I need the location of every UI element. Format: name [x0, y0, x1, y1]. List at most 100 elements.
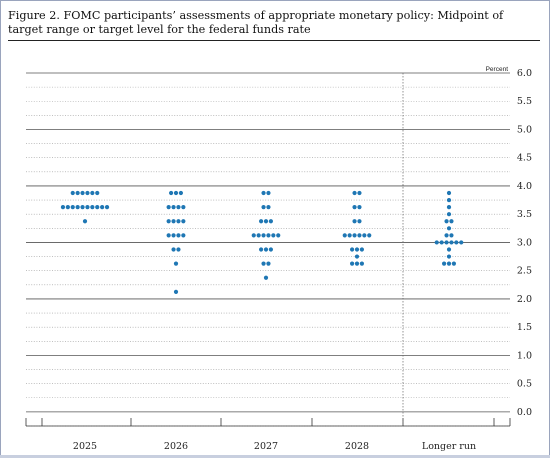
data-dot: [95, 205, 100, 210]
data-dot: [256, 233, 261, 238]
data-dot: [357, 233, 362, 238]
data-dot: [446, 226, 452, 231]
data-dot: [173, 289, 179, 294]
data-dot: [367, 233, 372, 238]
data-dot: [80, 205, 85, 210]
data-dot: [171, 205, 176, 210]
data-dot: [347, 233, 352, 238]
data-dot: [82, 219, 88, 224]
data-dot: [442, 261, 447, 266]
data-dot: [171, 219, 176, 224]
data-dot: [434, 240, 439, 245]
data-dot: [354, 247, 360, 252]
data-dot: [446, 190, 452, 196]
data-dot: [166, 219, 171, 224]
data-dot: [454, 240, 459, 245]
y-tick-label: 1.5: [517, 322, 532, 333]
y-tick-label: 6.0: [517, 68, 532, 79]
data-dot: [171, 247, 176, 252]
x-tick-label: 2027: [254, 441, 278, 452]
data-dot: [263, 275, 269, 280]
data-dot: [90, 205, 95, 210]
data-dot: [354, 254, 360, 259]
data-dot: [251, 233, 256, 238]
data-dot: [176, 247, 181, 252]
data-dot: [352, 190, 357, 196]
data-dot: [263, 219, 269, 224]
data-dot: [357, 219, 362, 224]
data-dot: [266, 261, 271, 266]
x-tick-label: 2025: [73, 441, 97, 452]
data-dot: [95, 190, 100, 196]
data-dot: [362, 233, 367, 238]
y-tick-label: 3.0: [517, 237, 532, 248]
data-dot: [449, 240, 454, 245]
data-dot: [261, 233, 266, 238]
data-dot: [176, 233, 181, 238]
data-dot: [352, 219, 357, 224]
data-dot: [276, 233, 281, 238]
data-dot: [173, 261, 179, 266]
data-dot: [85, 205, 90, 210]
data-dot: [259, 219, 264, 224]
data-dot: [446, 261, 452, 266]
data-dot: [444, 233, 449, 238]
y-tick-label: 2.5: [517, 266, 532, 277]
y-tick-label: 5.5: [517, 96, 532, 107]
data-dot: [173, 190, 179, 196]
data-dot: [261, 261, 266, 266]
data-dot: [266, 190, 271, 196]
data-dot: [65, 205, 70, 210]
data-dot: [104, 205, 110, 210]
data-dot: [446, 212, 452, 217]
data-dot: [268, 247, 273, 252]
data-dot: [181, 219, 186, 224]
bottom-band: [0, 455, 550, 458]
data-dot: [70, 205, 75, 210]
data-dot: [166, 233, 171, 238]
data-dot: [169, 190, 174, 196]
y-tick-labels: 0.0 0.5 1.0 1.5 2.0 2.5 3.0 3.5 4.0 4.5 5.0 5.5 6.0: [517, 68, 532, 418]
y-tick-label: 0.0: [517, 407, 532, 418]
data-dot: [350, 261, 355, 266]
data-dot: [451, 261, 456, 266]
data-dot: [171, 233, 176, 238]
data-dot: [342, 233, 347, 238]
y-tick-label: 2.0: [517, 294, 532, 305]
y-tick-label: 4.5: [517, 153, 532, 164]
data-dot: [359, 247, 364, 252]
data-dot: [268, 219, 273, 224]
data-dot: [357, 190, 362, 196]
data-dot: [261, 205, 266, 210]
y-tick-label: 5.0: [517, 124, 532, 135]
data-dot: [352, 233, 357, 238]
data-dot: [444, 219, 449, 224]
data-dot: [444, 240, 449, 245]
title-rule: [8, 40, 540, 41]
data-dot: [271, 233, 276, 238]
y-tick-label: 1.0: [517, 350, 532, 361]
data-dot: [261, 190, 266, 196]
data-dot: [266, 233, 271, 238]
figure-title: Figure 2. FOMC participants’ assessments…: [8, 9, 504, 36]
x-tick-label: 2028: [345, 441, 369, 452]
data-dot: [446, 205, 452, 210]
data-dot: [359, 261, 364, 266]
data-dot: [178, 190, 183, 196]
x-axis: 2025 2026 2027 2028 Longer run: [25, 73, 511, 452]
y-tick-label: 3.5: [517, 209, 532, 220]
y-tick-label: 4.0: [517, 181, 532, 192]
data-dot: [176, 205, 181, 210]
data-dot: [352, 205, 357, 210]
data-dot: [266, 205, 271, 210]
data-dot: [263, 247, 269, 252]
data-dot: [176, 219, 181, 224]
data-dot: [446, 254, 452, 259]
data-dot: [449, 233, 454, 238]
y-tick-label: 0.5: [517, 379, 532, 390]
data-dot: [80, 190, 85, 196]
data-dot: [75, 205, 80, 210]
data-dot: [90, 190, 95, 196]
